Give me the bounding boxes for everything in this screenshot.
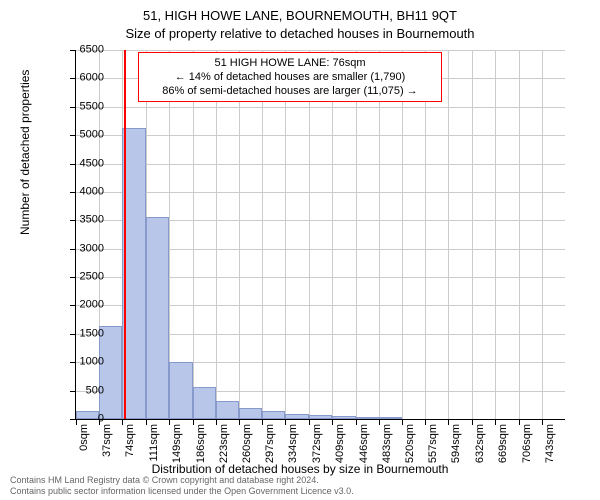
- gridline-vertical: [402, 50, 403, 419]
- x-tick: [519, 420, 520, 425]
- x-tick-label: 111sqm: [149, 424, 160, 462]
- footer-line-2: Contains public sector information licen…: [10, 486, 354, 497]
- footer-attribution: Contains HM Land Registry data © Crown c…: [10, 475, 354, 497]
- x-tick-label: 483sqm: [382, 424, 393, 463]
- x-tick-label: 743sqm: [545, 424, 556, 463]
- y-tick-label: 4000: [64, 186, 104, 197]
- gridline-horizontal: [76, 135, 565, 136]
- gridline-vertical: [216, 50, 217, 419]
- gridline-horizontal: [76, 192, 565, 193]
- y-tick-label: 1000: [64, 357, 104, 368]
- x-tick: [356, 420, 357, 425]
- y-tick-label: 0: [64, 414, 104, 425]
- x-tick-label: 706sqm: [522, 424, 533, 463]
- x-tick: [146, 420, 147, 425]
- annotation-line: 86% of semi-detached houses are larger (…: [145, 84, 435, 98]
- x-tick-label: 557sqm: [428, 424, 439, 463]
- y-tick-label: 2500: [64, 272, 104, 283]
- x-tick: [216, 420, 217, 425]
- chart-title-sub: Size of property relative to detached ho…: [0, 26, 600, 41]
- plot-area: 51 HIGH HOWE LANE: 76sqm← 14% of detache…: [75, 50, 565, 420]
- gridline-vertical: [285, 50, 286, 419]
- annotation-line: 51 HIGH HOWE LANE: 76sqm: [145, 56, 435, 70]
- histogram-bar: [239, 408, 262, 419]
- x-tick: [402, 420, 403, 425]
- gridline-vertical: [193, 50, 194, 419]
- y-tick-label: 1500: [64, 328, 104, 339]
- chart-title-main: 51, HIGH HOWE LANE, BOURNEMOUTH, BH11 9Q…: [0, 8, 600, 23]
- x-tick-label: 409sqm: [335, 424, 346, 463]
- histogram-bar: [356, 417, 379, 419]
- gridline-horizontal: [76, 50, 565, 51]
- y-tick-label: 6500: [64, 45, 104, 56]
- y-tick-label: 5500: [64, 101, 104, 112]
- histogram-bar: [309, 415, 332, 419]
- gridline-horizontal: [76, 164, 565, 165]
- gridline-horizontal: [76, 107, 565, 108]
- x-tick-label: 520sqm: [405, 424, 416, 463]
- y-tick-label: 500: [64, 385, 104, 396]
- y-tick-label: 5000: [64, 130, 104, 141]
- annotation-line: ← 14% of detached houses are smaller (1,…: [145, 70, 435, 84]
- histogram-bar: [169, 362, 192, 419]
- histogram-bar: [285, 414, 309, 419]
- gridline-vertical: [519, 50, 520, 419]
- gridline-vertical: [379, 50, 380, 419]
- gridline-vertical: [448, 50, 449, 419]
- gridline-vertical: [239, 50, 240, 419]
- gridline-vertical: [356, 50, 357, 419]
- y-tick-label: 3500: [64, 215, 104, 226]
- histogram-bar: [193, 387, 216, 419]
- x-tick-label: 186sqm: [196, 424, 207, 463]
- histogram-bar: [146, 217, 170, 419]
- histogram-bar: [99, 326, 122, 419]
- x-tick: [379, 420, 380, 425]
- histogram-bar: [379, 417, 402, 419]
- y-axis-label: Number of detached properties: [18, 70, 32, 235]
- histogram-bar: [216, 401, 239, 419]
- x-tick-label: 37sqm: [102, 424, 113, 457]
- x-tick-label: 446sqm: [359, 424, 370, 463]
- x-tick-label: 297sqm: [265, 424, 276, 463]
- x-tick-label: 594sqm: [451, 424, 462, 463]
- y-tick-label: 4500: [64, 158, 104, 169]
- gridline-vertical: [472, 50, 473, 419]
- gridline-vertical: [309, 50, 310, 419]
- x-tick-label: 669sqm: [498, 424, 509, 463]
- gridline-vertical: [332, 50, 333, 419]
- y-tick-label: 6000: [64, 73, 104, 84]
- x-tick: [193, 420, 194, 425]
- x-tick: [239, 420, 240, 425]
- annotation-box: 51 HIGH HOWE LANE: 76sqm← 14% of detache…: [138, 52, 442, 102]
- y-tick-label: 3000: [64, 243, 104, 254]
- reference-line: [124, 50, 126, 419]
- x-tick: [542, 420, 543, 425]
- x-tick-label: 372sqm: [312, 424, 323, 463]
- figure: 51, HIGH HOWE LANE, BOURNEMOUTH, BH11 9Q…: [0, 0, 600, 500]
- histogram-bar: [262, 411, 285, 419]
- gridline-vertical: [262, 50, 263, 419]
- x-tick-label: 149sqm: [172, 424, 183, 463]
- gridline-vertical: [495, 50, 496, 419]
- histogram-bar: [122, 128, 145, 419]
- x-axis-label: Distribution of detached houses by size …: [0, 462, 600, 476]
- x-tick-label: 260sqm: [242, 424, 253, 463]
- gridline-vertical: [425, 50, 426, 419]
- y-tick-label: 2000: [64, 300, 104, 311]
- x-tick-label: 74sqm: [125, 424, 136, 457]
- footer-line-1: Contains HM Land Registry data © Crown c…: [10, 475, 354, 486]
- histogram-bar: [332, 416, 355, 419]
- x-tick-label: 334sqm: [288, 424, 299, 463]
- gridline-vertical: [542, 50, 543, 419]
- x-tick-label: 223sqm: [219, 424, 230, 463]
- x-tick-label: 632sqm: [475, 424, 486, 463]
- x-tick-label: 0sqm: [79, 424, 90, 451]
